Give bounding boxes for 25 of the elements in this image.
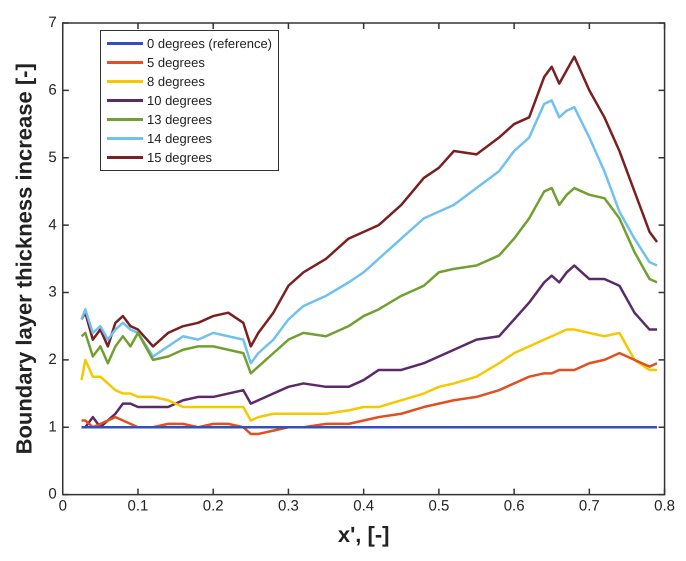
legend-label: 14 degrees xyxy=(147,130,212,148)
x-tick-label: 0.5 xyxy=(428,498,450,515)
y-tick-label: 2 xyxy=(48,351,57,368)
legend-label: 0 degrees (reference) xyxy=(147,35,272,53)
legend-label: 5 degrees xyxy=(147,54,205,72)
y-tick-label: 5 xyxy=(48,148,57,166)
legend-label: 15 degrees xyxy=(147,149,212,167)
y-axis-title: Boundary layer thickness increase [-] xyxy=(11,63,36,454)
x-tick-label: 0.1 xyxy=(128,498,148,515)
x-axis-title: x', [-] xyxy=(338,522,390,547)
x-tick-label: 0.4 xyxy=(353,498,374,515)
y-tick-label: 7 xyxy=(48,14,57,32)
y-tick-label: 1 xyxy=(48,418,57,436)
x-tick-label: 0.7 xyxy=(578,498,600,515)
x-tick-label: 0.3 xyxy=(278,498,299,515)
y-tick-label: 0 xyxy=(48,486,57,503)
y-tick-label: 6 xyxy=(48,82,57,99)
legend-label: 8 degrees xyxy=(147,73,205,91)
x-tick-label: 0.8 xyxy=(654,498,676,515)
y-tick-label: 4 xyxy=(48,216,57,234)
x-tick-label: 0.2 xyxy=(202,498,224,515)
legend-label: 13 degrees xyxy=(147,111,212,129)
x-tick-label: 0.6 xyxy=(504,498,525,515)
y-tick-label: 3 xyxy=(48,284,57,301)
legend-label: 10 degrees xyxy=(147,92,212,110)
